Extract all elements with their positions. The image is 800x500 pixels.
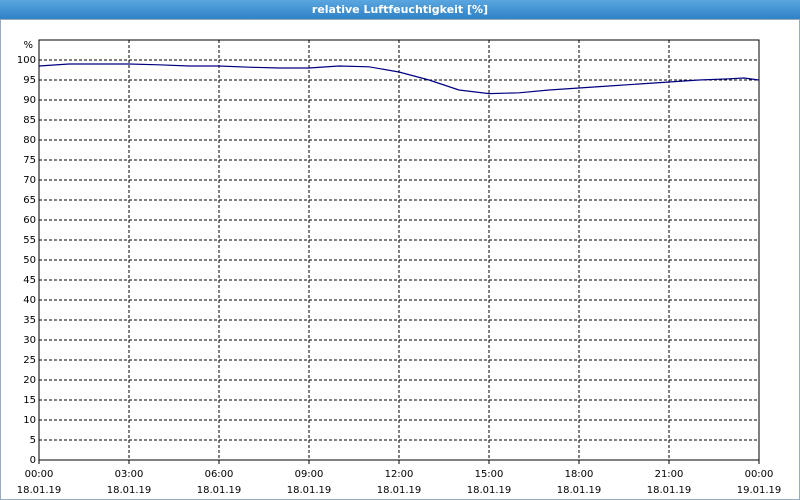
y-tick-label: 25 <box>23 355 36 366</box>
x-tick-label: 00:00 19.01.19 <box>737 469 782 496</box>
y-tick-label: 5 <box>30 435 36 446</box>
y-tick-label: 100 <box>17 55 36 66</box>
title-bar <box>0 0 800 19</box>
x-tick-label: 12:00 18.01.19 <box>377 469 422 496</box>
y-tick-label: 60 <box>23 215 36 226</box>
x-tick-label: 15:00 18.01.19 <box>467 469 512 496</box>
y-tick-label: 80 <box>23 135 36 146</box>
y-tick-label: 40 <box>23 295 36 306</box>
y-tick-label: 95 <box>23 75 36 86</box>
y-tick-label: 30 <box>23 335 36 346</box>
y-tick-label: 0 <box>30 455 36 466</box>
y-tick-label: 55 <box>23 235 36 246</box>
y-tick-label: 45 <box>23 275 36 286</box>
y-tick-label: 35 <box>23 315 36 326</box>
y-unit: % <box>23 40 33 51</box>
x-tick-label: 06:00 18.01.19 <box>197 469 242 496</box>
y-tick-label: 10 <box>23 415 36 426</box>
chart-title: relative Luftfeuchtigkeit [%] <box>312 3 488 16</box>
x-tick-label: 21:00 18.01.19 <box>647 469 692 496</box>
x-tick-label: 03:00 18.01.19 <box>107 469 152 496</box>
y-tick-label: 20 <box>23 375 36 386</box>
line-series <box>38 63 760 95</box>
x-tick-label: 09:00 18.01.19 <box>287 469 332 496</box>
plot-frame <box>38 39 760 461</box>
y-tick-label: 75 <box>23 155 36 166</box>
x-tick-label: 18:00 18.01.19 <box>557 469 602 496</box>
y-tick-label: 15 <box>23 395 36 406</box>
y-tick-label: 85 <box>23 115 36 126</box>
y-tick-label: 65 <box>23 195 36 206</box>
y-tick-label: 90 <box>23 95 36 106</box>
x-tick-label: 00:00 18.01.19 <box>17 469 62 496</box>
y-tick-label: 50 <box>23 255 36 266</box>
y-tick-label: 70 <box>23 175 36 186</box>
